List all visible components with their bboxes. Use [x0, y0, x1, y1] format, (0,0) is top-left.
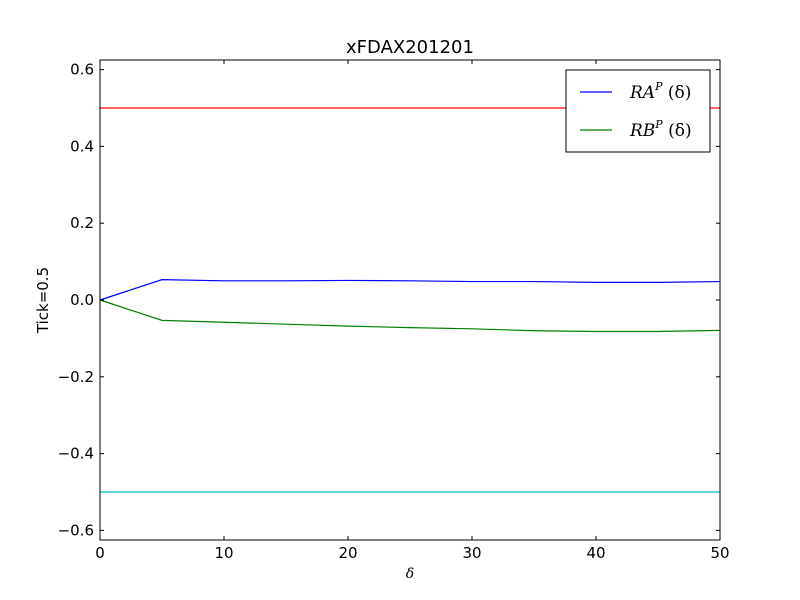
legend-label-2: RBP (δ)	[629, 118, 692, 141]
x-tick-label: 10	[214, 544, 233, 562]
y-tick-label: −0.2	[58, 368, 94, 386]
x-tick-label: 30	[462, 544, 481, 562]
y-tick-label: 0.0	[70, 291, 94, 309]
x-tick-label: 50	[710, 544, 729, 562]
y-tick-label: 0.4	[70, 137, 94, 155]
legend: RAP (δ) RBP (δ)	[565, 69, 711, 153]
y-tick-label: −0.4	[58, 445, 94, 463]
legend-box	[565, 69, 711, 153]
series-line-1	[99, 279, 721, 301]
y-tick-label: −0.6	[58, 521, 94, 539]
chart-title: xFDAX201201	[346, 37, 474, 58]
y-axis-label: Tick=0.5	[34, 267, 52, 334]
series-line-2	[99, 299, 721, 333]
y-tick-label: 0.6	[70, 61, 94, 79]
y-tick-label: 0.2	[70, 214, 94, 232]
x-tick-label: 0	[95, 544, 105, 562]
x-tick-label: 40	[586, 544, 605, 562]
legend-label-1: RAP (δ)	[629, 80, 691, 103]
x-tick-label: 20	[338, 544, 357, 562]
x-axis-label: δ	[406, 566, 414, 582]
